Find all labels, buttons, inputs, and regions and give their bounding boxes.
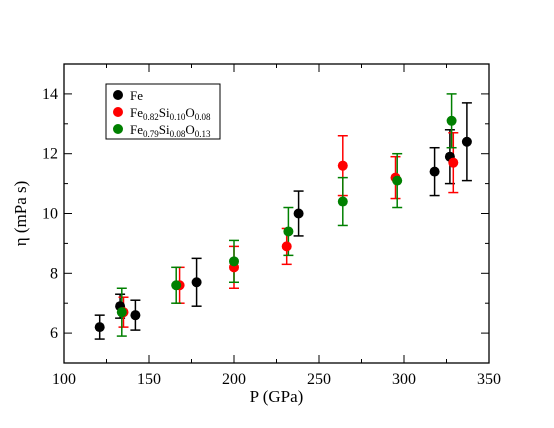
- data-points: [94, 115, 472, 333]
- data-point: [116, 307, 127, 318]
- legend-entry: Fe: [130, 88, 143, 103]
- data-point: [448, 157, 459, 168]
- data-point: [446, 115, 457, 126]
- data-point: [191, 277, 202, 288]
- data-point: [392, 175, 403, 186]
- data-point: [229, 256, 239, 267]
- data-point: [94, 322, 105, 333]
- x-tick-label: 100: [52, 371, 76, 388]
- data-point: [337, 196, 348, 207]
- x-tick-label: 350: [477, 371, 501, 388]
- axis-ticks: 100 150 200 250 300 350 6 8 10 12 14: [42, 63, 501, 388]
- data-point: [283, 226, 294, 237]
- legend-entry: Fe0.79Si0.08O0.13: [130, 122, 211, 139]
- y-tick-label: 10: [42, 206, 58, 223]
- data-point: [461, 136, 472, 147]
- legend-marker: [113, 124, 123, 134]
- y-tick-label: 8: [50, 265, 58, 282]
- x-tick-label: 200: [222, 371, 246, 388]
- x-axis-label: P (GPa): [250, 387, 304, 406]
- legend-marker: [113, 107, 123, 117]
- data-point: [337, 160, 348, 171]
- y-tick-label: 6: [50, 325, 58, 342]
- x-tick-label: 300: [392, 371, 416, 388]
- y-tick-label: 12: [42, 146, 58, 163]
- y-axis-label: η (mPa s): [11, 181, 30, 247]
- data-point: [171, 280, 182, 291]
- x-tick-label: 150: [137, 371, 161, 388]
- data-point: [130, 310, 141, 321]
- legend-entry: Fe0.82Si0.10O0.08: [130, 105, 211, 122]
- data-point: [281, 241, 292, 252]
- legend-marker: [113, 90, 123, 100]
- legend-box: [105, 83, 221, 140]
- data-point: [429, 166, 440, 177]
- data-point: [293, 208, 304, 219]
- x-tick-label: 250: [307, 371, 331, 388]
- y-tick-label: 14: [42, 86, 58, 103]
